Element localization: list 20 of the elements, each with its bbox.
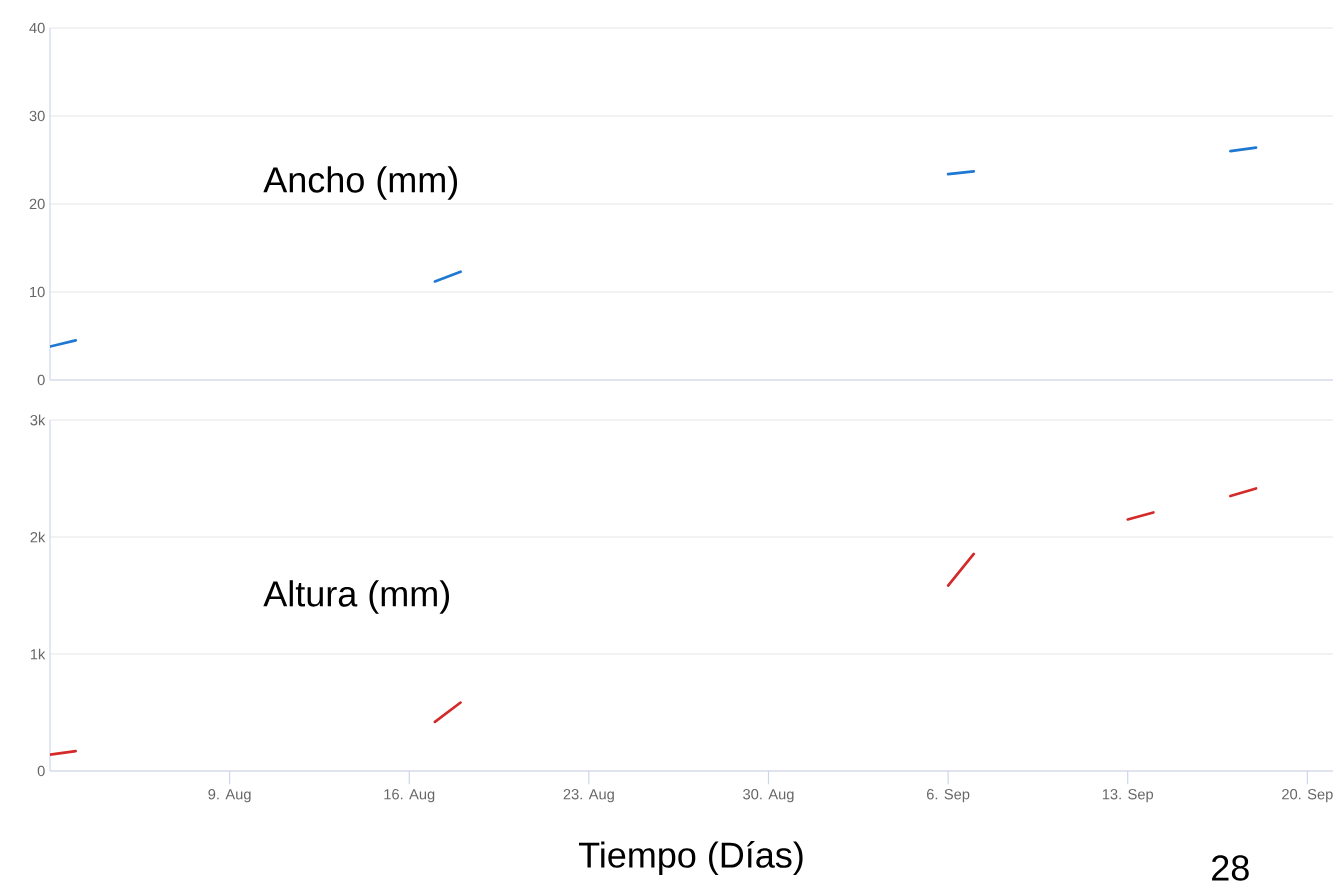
y-tick-label: 10 — [30, 286, 45, 298]
y-tick-label: 3k — [30, 414, 46, 426]
x-tick-label: 13. Sep — [1102, 789, 1154, 803]
x-tick-label: 23. Aug — [563, 789, 614, 803]
y-tick-label: 1k — [30, 648, 46, 660]
annotation: Altura (mm) — [263, 580, 450, 614]
annotation: Ancho (mm) — [263, 166, 458, 200]
x-tick-label: 20. Sep — [1282, 789, 1333, 803]
y-tick-label: 20 — [29, 198, 45, 210]
x-axis-title: Tiempo (Días) — [578, 841, 803, 875]
text: 28 — [1212, 855, 1249, 881]
x-tick-label: 6. Sep — [926, 789, 970, 803]
x-tick-label: 16. Aug — [384, 789, 435, 803]
y-tick-label: 2k — [30, 531, 46, 543]
y-tick-label: 40 — [29, 22, 45, 34]
x-tick-label: 30. Aug — [743, 789, 794, 803]
y-tick-label: 0 — [37, 374, 45, 386]
y-tick-label: 30 — [29, 110, 45, 122]
x-tick-label: 9. Aug — [208, 789, 251, 803]
y-tick-label: 0 — [37, 765, 45, 777]
